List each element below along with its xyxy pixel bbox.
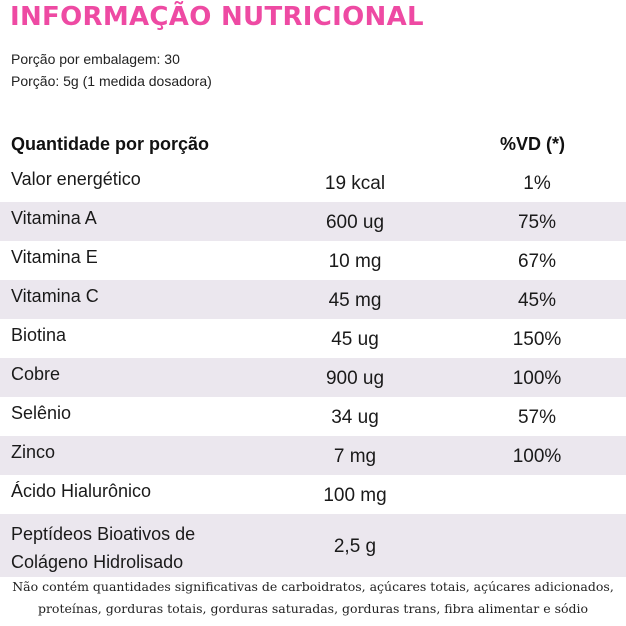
nutrient-amount: 34 ug: [331, 407, 379, 428]
nutrient-amount: 19 kcal: [324, 173, 386, 194]
footnote: Não contém quantidades significativas de…: [0, 576, 626, 620]
nutrient-vd: 100%: [512, 368, 562, 389]
page-title: INFORMAÇÃO NUTRICIONAL: [10, 2, 424, 32]
serving-size: Porção: 5g (1 medida dosadora): [11, 73, 212, 89]
nutrient-vd: 75%: [517, 212, 557, 233]
table-row: Ácido Hialurônico 100 mg: [0, 475, 626, 514]
nutrient-vd: 1%: [523, 173, 551, 194]
table-row: Cobre 900 ug 100%: [0, 358, 626, 397]
nutrient-name: Vitamina A: [11, 208, 97, 228]
header-quantity: Quantidade por porção: [11, 134, 210, 154]
nutrient-vd: 45%: [517, 290, 557, 311]
nutrient-name: Selênio: [11, 403, 72, 423]
table-header: Quantidade por porção %VD (*): [0, 127, 626, 163]
nutrient-name: Biotina: [11, 325, 67, 345]
nutrient-amount: 2,5 g: [333, 536, 377, 557]
nutrient-amount: 900 ug: [325, 368, 385, 389]
footnote-line: Não contém quantidades significativas de…: [12, 579, 614, 594]
nutrient-amount: 100 mg: [323, 485, 387, 506]
table-row: Vitamina E 10 mg 67%: [0, 241, 626, 280]
table-row: Vitamina A 600 ug 75%: [0, 202, 626, 241]
table-row: Selênio 34 ug 57%: [0, 397, 626, 436]
footnote-line: proteínas, gorduras totais, gorduras sat…: [37, 601, 589, 616]
nutrient-name: Vitamina E: [11, 247, 98, 267]
header-vd: %VD (*): [500, 134, 566, 154]
table-row: Peptídeos Bioativos de Colágeno Hidrolis…: [0, 514, 626, 577]
nutrient-name: Ácido Hialurônico: [11, 481, 152, 501]
nutrient-amount: 10 mg: [328, 251, 382, 272]
nutrient-vd: 67%: [517, 251, 557, 272]
nutrient-name: Valor energético: [11, 169, 141, 189]
nutrient-vd: 100%: [512, 446, 562, 467]
nutrient-amount: 45 ug: [331, 329, 379, 350]
nutrient-vd: 57%: [517, 407, 557, 428]
nutrient-name: Vitamina C: [11, 286, 99, 306]
nutrient-name: Zinco: [11, 442, 56, 462]
table-row: Valor energético 19 kcal 1%: [0, 163, 626, 202]
nutrient-amount: 600 ug: [325, 212, 385, 233]
table-row: Zinco 7 mg 100%: [0, 436, 626, 475]
nutrient-name: Cobre: [11, 364, 61, 384]
table-row: Biotina 45 ug 150%: [0, 319, 626, 358]
servings-per-package: Porção por embalagem: 30: [11, 51, 180, 67]
nutrient-name: Peptídeos Bioativos de Colágeno Hidrolis…: [11, 524, 196, 572]
nutrient-vd: 150%: [512, 329, 562, 350]
nutrient-amount: 7 mg: [333, 446, 377, 467]
nutrition-table: Quantidade por porção %VD (*) Valor ener…: [0, 127, 626, 577]
nutrient-amount: 45 mg: [328, 290, 382, 311]
table-row: Vitamina C 45 mg 45%: [0, 280, 626, 319]
